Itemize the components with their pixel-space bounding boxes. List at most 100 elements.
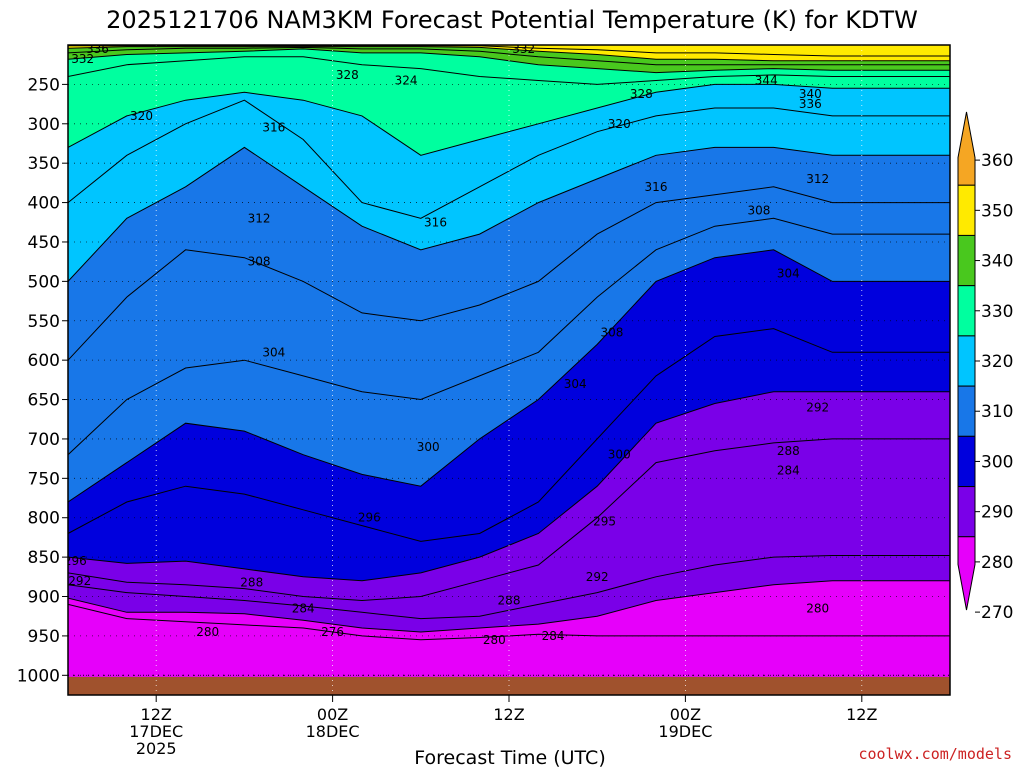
contour-label: 312 bbox=[806, 172, 829, 186]
isentrope-300 bbox=[68, 249, 950, 503]
x-tick-label: 12Z bbox=[141, 705, 172, 724]
colorbar-bin-340 bbox=[957, 184, 976, 236]
contour-label: 328 bbox=[630, 87, 653, 101]
contour-label: 308 bbox=[248, 255, 271, 269]
contour-label: 308 bbox=[747, 203, 770, 217]
credit-text: coolwx.com/models bbox=[858, 745, 1012, 763]
y-tick-label: 900 bbox=[28, 588, 60, 608]
isentrope-320 bbox=[68, 83, 950, 156]
colorbar-bin-330 bbox=[957, 234, 976, 287]
contour-label: 316 bbox=[262, 121, 285, 135]
contour-label: 320 bbox=[608, 117, 631, 131]
isentrope-304 bbox=[68, 217, 950, 456]
contour-label: 332 bbox=[512, 42, 535, 56]
colorbar-label: 270 bbox=[981, 603, 1013, 623]
y-tick-label: 600 bbox=[28, 351, 60, 371]
colorbar-bin-350 bbox=[957, 111, 976, 186]
colorbar: 360 350 340 330 320 310 300 290 280 270 bbox=[957, 111, 1013, 623]
contour-label: 316 bbox=[645, 180, 668, 194]
y-tick-label: 850 bbox=[28, 548, 60, 568]
colorbar-bin-280 bbox=[957, 486, 976, 538]
contour-label: 292 bbox=[586, 570, 609, 584]
contour-label: 336 bbox=[799, 97, 822, 111]
x-axis-label: Forecast Time (UTC) bbox=[414, 747, 605, 768]
y-tick-label: 750 bbox=[28, 469, 60, 489]
contour-label: 332 bbox=[71, 52, 94, 66]
contour-label: 300 bbox=[417, 440, 440, 454]
contour-label: 288 bbox=[498, 593, 521, 607]
isentrope-328 bbox=[68, 56, 950, 85]
contour-label: 280 bbox=[806, 601, 829, 615]
contour-label: 304 bbox=[777, 266, 800, 280]
y-tick-label: 300 bbox=[28, 115, 60, 135]
colorbar-label: 290 bbox=[981, 503, 1013, 523]
x-tick-label: 12Z bbox=[493, 705, 524, 724]
contour-label: 336 bbox=[86, 42, 109, 56]
contour-label: 284 bbox=[292, 601, 315, 615]
contour-label: 288 bbox=[777, 444, 800, 458]
isentrope-288 bbox=[68, 438, 950, 602]
colorbar-bin-320 bbox=[957, 285, 976, 337]
isentrope-312 bbox=[68, 146, 950, 282]
colorbar-label: 320 bbox=[981, 352, 1013, 372]
y-tick-label: 500 bbox=[28, 272, 60, 292]
contour-label: 284 bbox=[777, 463, 800, 477]
contour-label: 324 bbox=[395, 73, 418, 87]
contour-label: 344 bbox=[755, 73, 778, 87]
colorbar-label: 360 bbox=[981, 151, 1013, 171]
contour-label: 340 bbox=[799, 87, 822, 101]
colorbar-bin-270 bbox=[957, 536, 976, 611]
y-tick-label: 950 bbox=[28, 627, 60, 647]
y-tick-label: 350 bbox=[28, 154, 60, 174]
y-tick-label: 450 bbox=[28, 233, 60, 253]
colorbar-label: 300 bbox=[981, 452, 1013, 472]
contour-label: 312 bbox=[248, 211, 271, 225]
y-tick-label: 650 bbox=[28, 391, 60, 411]
x-tick-label: 19DEC bbox=[658, 722, 712, 741]
contour-label: 296 bbox=[64, 554, 87, 568]
contour-label: 276 bbox=[321, 625, 344, 639]
y-tick-label: 400 bbox=[28, 194, 60, 214]
colorbar-label: 330 bbox=[981, 302, 1013, 322]
contour-label: 304 bbox=[564, 377, 587, 391]
contour-label: 292 bbox=[68, 574, 91, 588]
x-tick-label: 00Z bbox=[670, 705, 701, 724]
y-tick-label: 800 bbox=[28, 509, 60, 529]
y-axis: 250 300 350 400 450 500 550 600 650 700 750 800 850 9… bbox=[17, 75, 68, 686]
contour-label: 280 bbox=[483, 633, 506, 647]
x-tick-label: 00Z bbox=[317, 705, 348, 724]
colorbar-bin-300 bbox=[957, 385, 976, 437]
colorbar-label: 350 bbox=[981, 201, 1013, 221]
isentrope-280 bbox=[68, 580, 950, 633]
x-tick-label: 17DEC bbox=[129, 722, 183, 741]
contour-label: 308 bbox=[600, 326, 623, 340]
colorbar-bin-290 bbox=[957, 435, 976, 488]
isentrope-344 bbox=[68, 45, 950, 57]
y-tick-label: 700 bbox=[28, 430, 60, 450]
isentrope-336 bbox=[68, 46, 950, 66]
isentrope-296 bbox=[68, 328, 950, 542]
contour-label: 292 bbox=[806, 400, 829, 414]
contour-label: 288 bbox=[240, 575, 263, 589]
y-tick-label: 550 bbox=[28, 312, 60, 332]
contour-label: 316 bbox=[424, 215, 447, 229]
isentrope-340 bbox=[68, 46, 950, 62]
contour-label: 304 bbox=[262, 345, 285, 359]
x-tick-label: 18DEC bbox=[306, 722, 360, 741]
colorbar-label: 340 bbox=[981, 252, 1013, 272]
y-tick-label: 250 bbox=[28, 75, 60, 95]
colorbar-bin-310 bbox=[957, 335, 976, 387]
contour-label: 296 bbox=[358, 511, 381, 525]
contour-label: 300 bbox=[608, 448, 631, 462]
contour-label: 295 bbox=[593, 515, 616, 529]
x-tick-label: 12Z bbox=[846, 705, 877, 724]
contour-label: 284 bbox=[542, 629, 565, 643]
contour-label: 328 bbox=[336, 68, 359, 82]
y-tick-label: 1000 bbox=[17, 666, 60, 686]
colorbar-label: 310 bbox=[981, 402, 1013, 422]
isentrope-308 bbox=[68, 186, 950, 361]
isentrope-316 bbox=[68, 99, 950, 219]
